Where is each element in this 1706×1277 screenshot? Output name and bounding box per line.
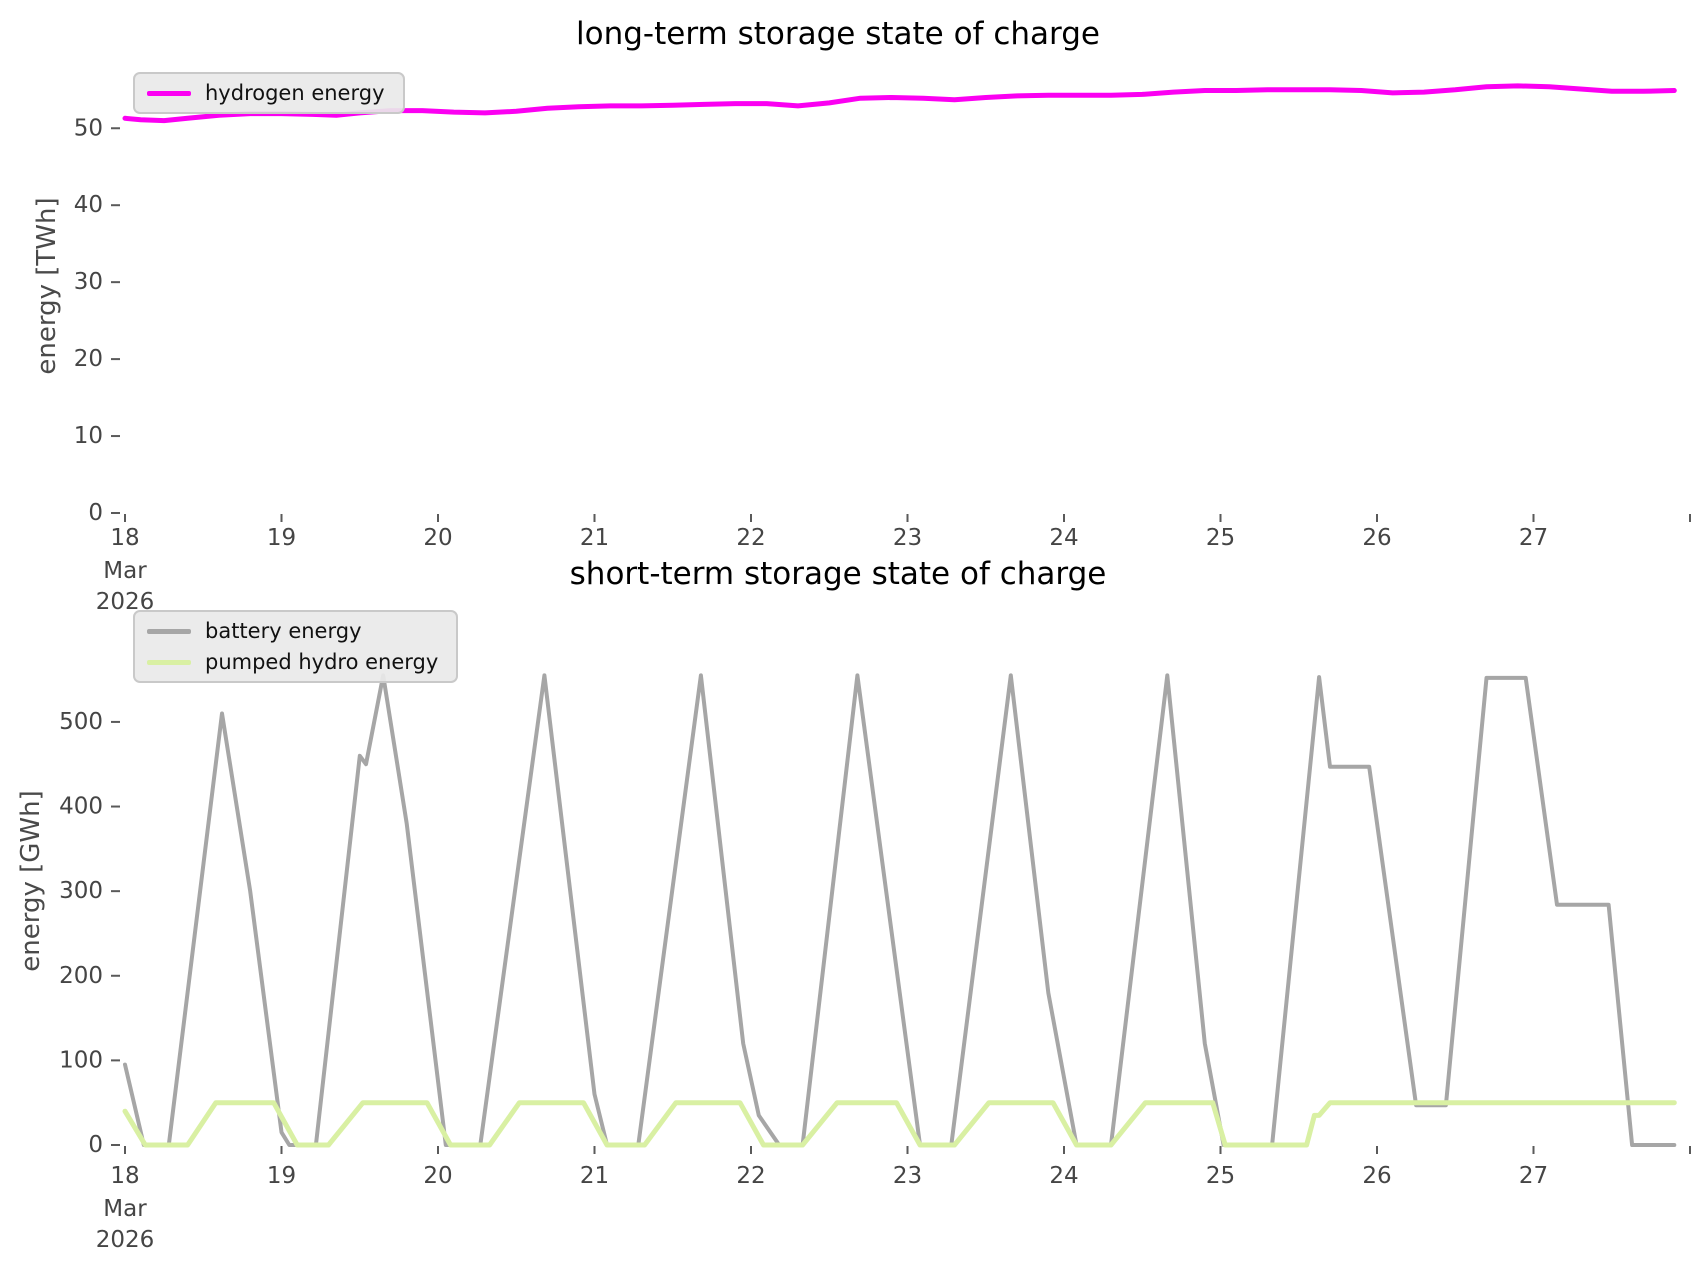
x-tick-label: 23 xyxy=(893,1163,922,1189)
x-tick-label: 24 xyxy=(1049,1163,1078,1189)
legend-label-hydrogen-energy: hydrogen energy xyxy=(205,81,385,105)
x-tick-label: 27 xyxy=(1519,1163,1548,1189)
legend-item-pumped-hydro-energy: pumped hydro energy xyxy=(147,650,438,674)
y-tick-label: 500 xyxy=(59,709,103,735)
y-tick-label: 300 xyxy=(59,878,103,904)
bottom-chart-legend: battery energy pumped hydro energy xyxy=(133,610,459,683)
x-tick-label: 25 xyxy=(1206,1163,1235,1189)
y-tick-label: 50 xyxy=(74,115,103,141)
top-chart-legend: hydrogen energy xyxy=(133,72,405,114)
y-tick-label: 30 xyxy=(74,269,103,295)
x-tick-label: 18 xyxy=(110,1163,139,1189)
legend-item-battery-energy: battery energy xyxy=(147,619,438,643)
legend-label-pumped-hydro-energy: pumped hydro energy xyxy=(205,650,439,674)
y-tick-label: 200 xyxy=(59,963,103,989)
x-tick-label: 20 xyxy=(423,525,452,551)
x-axis-month-label: Mar xyxy=(103,558,147,584)
bottom-chart-y-axis-label: energy [GWh] xyxy=(16,790,46,972)
x-tick-label: 19 xyxy=(267,1163,296,1189)
y-tick-label: 100 xyxy=(59,1047,103,1073)
x-tick-label: 21 xyxy=(580,1163,609,1189)
x-tick-label: 18 xyxy=(110,525,139,551)
legend-label-battery-energy: battery energy xyxy=(205,619,362,643)
legend-item-hydrogen-energy: hydrogen energy xyxy=(147,81,385,105)
x-tick-label: 22 xyxy=(736,525,765,551)
x-tick-label: 21 xyxy=(580,525,609,551)
x-tick-label: 27 xyxy=(1519,525,1548,551)
x-tick-label: 22 xyxy=(736,1163,765,1189)
x-tick-label: 26 xyxy=(1362,1163,1391,1189)
x-tick-label: 20 xyxy=(423,1163,452,1189)
y-tick-label: 40 xyxy=(74,192,103,218)
y-tick-label: 0 xyxy=(88,500,103,526)
y-tick-label: 0 xyxy=(88,1132,103,1158)
x-tick-label: 19 xyxy=(267,525,296,551)
x-axis-month-label: Mar xyxy=(103,1196,147,1222)
battery-energy-line xyxy=(123,673,1677,1147)
x-tick-label: 23 xyxy=(893,525,922,551)
pumped-hydro-energy-line-swatch xyxy=(147,659,191,665)
x-tick-label: 24 xyxy=(1049,525,1078,551)
x-axis-year-label: 2026 xyxy=(96,1227,155,1253)
y-tick-label: 20 xyxy=(74,346,103,372)
top-chart-y-axis-label: energy [TWh] xyxy=(32,197,62,375)
y-tick-label: 10 xyxy=(74,423,103,449)
battery-energy-line-swatch xyxy=(147,628,191,634)
x-tick-label: 25 xyxy=(1206,525,1235,551)
pumped-hydro-energy-line xyxy=(122,1100,1677,1148)
hydrogen-energy-line-swatch xyxy=(147,90,191,96)
hydrogen-energy-line xyxy=(122,83,1677,124)
y-tick-label: 400 xyxy=(59,794,103,820)
top-chart-title: long-term storage state of charge xyxy=(576,16,1100,52)
bottom-chart-title: short-term storage state of charge xyxy=(569,556,1107,592)
x-tick-label: 26 xyxy=(1362,525,1391,551)
